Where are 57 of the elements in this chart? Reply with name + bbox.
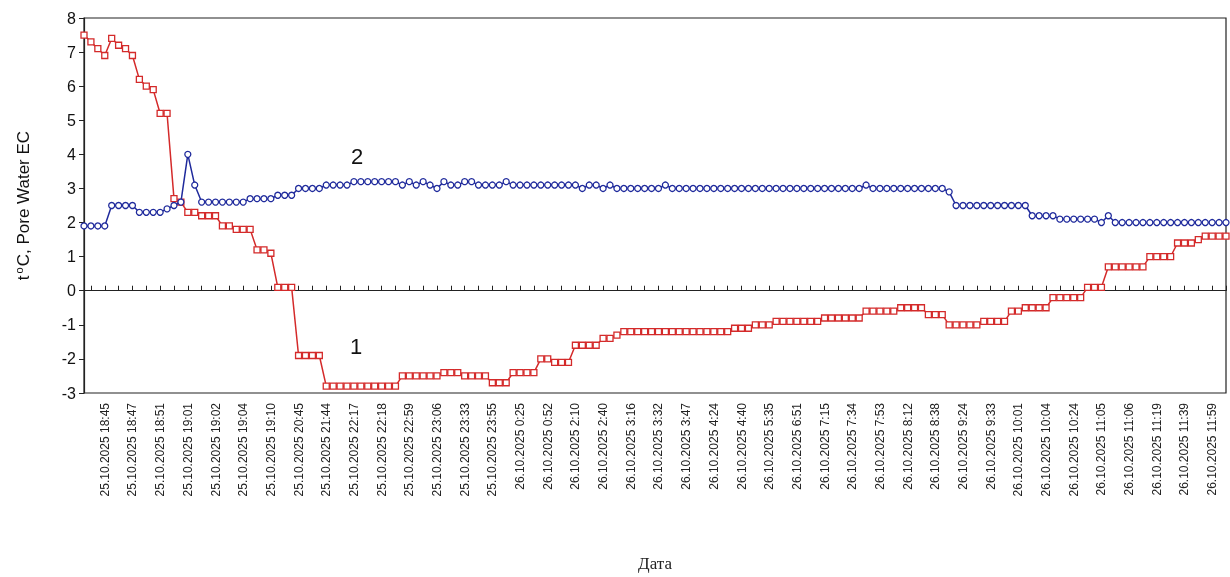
x-tick-label: 26.10.2025 4:40 [734, 402, 749, 490]
y-tick-label: -1 [61, 316, 77, 334]
x-tick-label: 25.10.2025 18:45 [97, 402, 112, 497]
y-tick-label: 7 [67, 43, 77, 61]
x-tick-label: 26.10.2025 11:19 [1149, 402, 1164, 496]
x-tick-label: 26.10.2025 11:59 [1205, 402, 1220, 496]
x-tick-label: 26.10.2025 8:38 [928, 402, 943, 490]
x-tick-label: 25.10.2025 23:06 [429, 402, 444, 497]
y-tick-label: -2 [61, 350, 77, 368]
x-tick-label: 26.10.2025 2:40 [596, 402, 611, 490]
x-tick-label: 25.10.2025 21:44 [319, 402, 334, 497]
x-tick-label: 26.10.2025 11:39 [1177, 402, 1192, 496]
x-tick-label: 26.10.2025 0:52 [540, 402, 555, 490]
y-tick-label: 4 [67, 145, 77, 163]
y-tick-label: 0 [67, 282, 77, 300]
x-tick-label: 26.10.2025 9:24 [955, 402, 970, 490]
x-tick-label: 26.10.2025 6:51 [789, 402, 804, 490]
x-tick-label: 25.10.2025 19:01 [180, 402, 195, 497]
x-tick-label: 26.10.2025 4:24 [706, 402, 721, 490]
y-tick-label: 8 [67, 9, 77, 27]
x-tick-label: 25.10.2025 23:33 [457, 402, 472, 497]
x-tick-label: 26.10.2025 7:34 [845, 402, 860, 490]
y-axis-title: toC, Pore Water EC [12, 130, 33, 281]
x-tick-label: 25.10.2025 19:04 [236, 402, 251, 497]
x-tick-label: 26.10.2025 5:35 [762, 402, 777, 490]
x-tick-label: 26.10.2025 3:47 [679, 402, 694, 490]
x-tick-label: 25.10.2025 22:18 [374, 402, 389, 497]
y-tick-label: -3 [61, 384, 77, 402]
x-tick-label: 26.10.2025 8:12 [900, 402, 915, 490]
x-tick-label: 26.10.2025 3:32 [651, 402, 666, 490]
x-tick-label: 25.10.2025 19:02 [208, 402, 223, 497]
x-tick-label: 26.10.2025 10:24 [1066, 402, 1081, 497]
x-tick-label: 26.10.2025 0:25 [513, 402, 528, 490]
x-tick-label: 25.10.2025 18:47 [125, 402, 140, 497]
x-tick-label: 25.10.2025 22:17 [346, 402, 361, 497]
y-tick-label: 2 [67, 214, 77, 232]
x-tick-label: 26.10.2025 9:33 [983, 402, 998, 490]
x-tick-label: 25.10.2025 20:45 [291, 402, 306, 497]
x-tick-label: 26.10.2025 10:04 [1039, 402, 1054, 497]
y-tick-label: 5 [67, 111, 77, 129]
x-tick-label: 25.10.2025 23:55 [485, 402, 500, 497]
x-tick-label: 26.10.2025 7:53 [872, 402, 887, 490]
x-tick-label: 26.10.2025 7:15 [817, 402, 832, 490]
annotation: 2 [351, 143, 364, 169]
y-tick-label: 1 [67, 248, 77, 266]
x-tick-label: 26.10.2025 11:05 [1094, 402, 1109, 496]
x-tick-label: 26.10.2025 10:01 [1011, 402, 1026, 497]
x-tick-label: 25.10.2025 22:59 [402, 402, 417, 497]
x-tick-label: 26.10.2025 3:16 [623, 402, 638, 490]
y-tick-label: 3 [67, 179, 77, 197]
x-tick-label: 25.10.2025 19:10 [263, 402, 278, 497]
x-axis-title: Дата [638, 554, 673, 573]
x-tick-label: 26.10.2025 11:06 [1122, 402, 1137, 496]
annotation: 1 [350, 333, 363, 359]
y-tick-label: 6 [67, 77, 77, 95]
x-tick-label: 26.10.2025 2:10 [568, 402, 583, 490]
x-tick-label: 25.10.2025 18:51 [153, 402, 168, 497]
